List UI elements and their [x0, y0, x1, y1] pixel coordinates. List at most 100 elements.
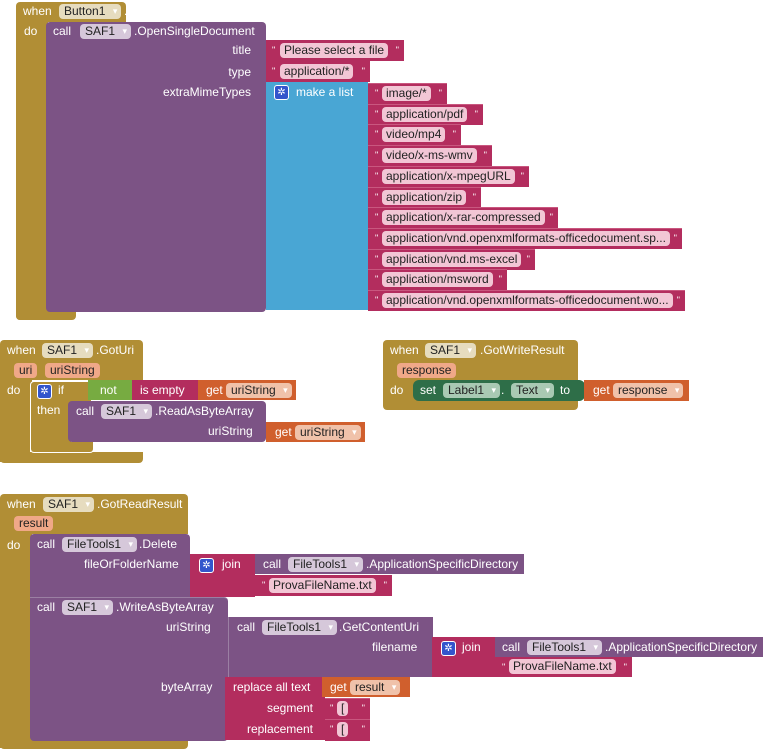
replacement-value[interactable]: [ [337, 722, 349, 737]
filetools-dropdown[interactable]: FileTools1 [62, 537, 138, 552]
mime-type-value[interactable]: application/x-mpegURL [382, 168, 515, 184]
call-app-dir-block[interactable]: call FileTools1 .ApplicationSpecificDire… [255, 554, 524, 574]
text-block-type[interactable]: " application/* " [266, 61, 370, 82]
mime-type-value[interactable]: image/* [382, 86, 431, 101]
call-open-single-document-block[interactable] [46, 22, 266, 312]
mime-type-value[interactable]: application/vnd.openxmlformats-officedoc… [382, 230, 670, 246]
event-body [0, 532, 32, 748]
arg-type-label: type [228, 65, 251, 79]
not-block[interactable]: not [88, 380, 136, 400]
to-label: to [560, 383, 571, 397]
mime-type-value[interactable]: application/msword [382, 272, 493, 288]
filetools-dropdown[interactable]: FileTools1 [527, 640, 603, 655]
join-block[interactable]: ✲ join [432, 637, 495, 677]
event-name: .GotUri [96, 343, 135, 357]
join-block[interactable]: ✲ join [190, 554, 255, 597]
text-block-mime-type[interactable]: " video/mp4 " [368, 124, 461, 146]
set-property-block[interactable]: set Label1 . Text to [413, 380, 585, 401]
saf-dropdown[interactable]: SAF1 [80, 24, 132, 39]
filename-value[interactable]: ProvaFileName.txt [509, 659, 616, 674]
mime-type-value[interactable]: application/pdf [382, 106, 468, 122]
mime-type-value[interactable]: application/x-rar-compressed [382, 210, 545, 226]
then-label: then [37, 403, 61, 417]
segment-label: segment [266, 701, 313, 715]
mutator-gear-icon[interactable]: ✲ [441, 641, 456, 656]
mime-type-value[interactable]: video/mp4 [382, 127, 446, 143]
call-label: call [237, 620, 256, 634]
method-name: .ApplicationSpecificDirectory [366, 557, 519, 571]
variable-dropdown[interactable]: result [350, 680, 401, 695]
component-dropdown[interactable]: SAF1 [43, 497, 95, 512]
component-dropdown[interactable]: Label1 [443, 383, 501, 398]
get-variable-block[interactable]: get uriString [266, 422, 365, 442]
text-block-mime-type[interactable]: " video/x-ms-wmv " [368, 145, 492, 167]
param-result[interactable]: result [14, 516, 54, 531]
mutator-gear-icon[interactable]: ✲ [199, 558, 214, 573]
property-dropdown[interactable]: Text [511, 383, 555, 398]
text-block-filename[interactable]: " ProvaFileName.txt " [255, 575, 392, 596]
variable-dropdown[interactable]: uriString [226, 383, 292, 398]
event-footer [0, 738, 188, 749]
text-block-mime-type[interactable]: " application/msword " [368, 269, 507, 291]
get-variable-block[interactable]: get response [584, 380, 689, 401]
type-value[interactable]: application/* [280, 64, 354, 79]
make-a-list-block[interactable]: ✲ make a list [266, 82, 368, 310]
mime-type-value[interactable]: application/vnd.ms-excel [382, 251, 522, 267]
text-block-title[interactable]: " Please select a file " [266, 40, 404, 61]
replace-all-text-block[interactable]: replace all text segment replacement [225, 677, 325, 740]
mime-type-value[interactable]: video/x-ms-wmv [382, 148, 477, 164]
segment-value[interactable]: [ [337, 701, 349, 716]
variable-dropdown[interactable]: uriString [295, 425, 361, 440]
call-label: call [37, 600, 56, 614]
event-name: .Click [124, 4, 154, 18]
event-name: .GotReadResult [97, 497, 183, 511]
call-get-content-uri-block[interactable]: call FileTools1 .GetContentUri filename [228, 617, 433, 677]
when-label: when [23, 4, 52, 18]
call-app-dir-block[interactable]: call FileTools1 .ApplicationSpecificDire… [495, 637, 763, 657]
mime-type-value[interactable]: application/zip [382, 189, 467, 205]
mime-type-value[interactable]: application/vnd.openxmlformats-officedoc… [382, 293, 673, 308]
event-body [16, 20, 48, 320]
mutator-gear-icon[interactable]: ✲ [37, 384, 52, 399]
component-dropdown[interactable]: Button1 [59, 4, 122, 19]
component-dropdown[interactable]: SAF1 [42, 343, 94, 358]
call-write-as-byte-array-block[interactable] [30, 597, 228, 741]
text-block-mime-type[interactable]: " application/vnd.ms-excel " [368, 248, 535, 270]
get-variable-block[interactable]: get result [322, 677, 410, 697]
if-label: if [58, 383, 64, 397]
filetools-dropdown[interactable]: FileTools1 [262, 620, 338, 635]
param-uristring[interactable]: uriString [45, 363, 100, 378]
saf-dropdown[interactable]: SAF1 [62, 600, 114, 615]
get-variable-block[interactable]: get uriString [198, 380, 296, 400]
filename-value[interactable]: ProvaFileName.txt [269, 578, 376, 593]
param-response[interactable]: response [397, 363, 457, 378]
arg-filename-label: filename [372, 640, 418, 654]
variable-dropdown[interactable]: response [613, 383, 684, 398]
text-block-mime-type[interactable]: " application/vnd.openxmlformats-officedo… [368, 227, 682, 249]
param-uri[interactable]: uri [14, 363, 38, 378]
call-label: call [76, 404, 95, 418]
title-value[interactable]: Please select a file [280, 43, 389, 58]
arg-title-label: title [232, 43, 251, 57]
component-dropdown[interactable]: SAF1 [425, 343, 477, 358]
mutator-gear-icon[interactable]: ✲ [274, 85, 289, 100]
text-block-mime-type[interactable]: " application/vnd.openxmlformats-officedo… [368, 290, 685, 311]
make-list-label: make a list [296, 85, 354, 99]
method-name: .ReadAsByteArray [155, 404, 254, 418]
text-block-segment[interactable]: " [ " [325, 698, 370, 719]
saf-dropdown[interactable]: SAF1 [101, 404, 153, 419]
text-block-mime-type[interactable]: " image/* " [368, 83, 447, 104]
arg-bytearray-label: byteArray [161, 680, 213, 694]
text-block-mime-type[interactable]: " application/x-mpegURL " [368, 165, 529, 187]
filetools-dropdown[interactable]: FileTools1 [288, 557, 364, 572]
text-block-filename[interactable]: " ProvaFileName.txt " [495, 657, 632, 677]
text-block-replacement[interactable]: " [ " [325, 719, 370, 741]
call-label: call [502, 640, 521, 654]
not-label: not [100, 383, 117, 397]
do-label: do [7, 538, 21, 552]
text-block-mime-type[interactable]: " application/zip " [368, 186, 481, 208]
is-empty-block[interactable]: is empty [132, 380, 198, 400]
get-label: get [330, 680, 347, 694]
text-block-mime-type[interactable]: " application/pdf " [368, 103, 483, 125]
text-block-mime-type[interactable]: " application/x-rar-compressed " [368, 207, 558, 229]
